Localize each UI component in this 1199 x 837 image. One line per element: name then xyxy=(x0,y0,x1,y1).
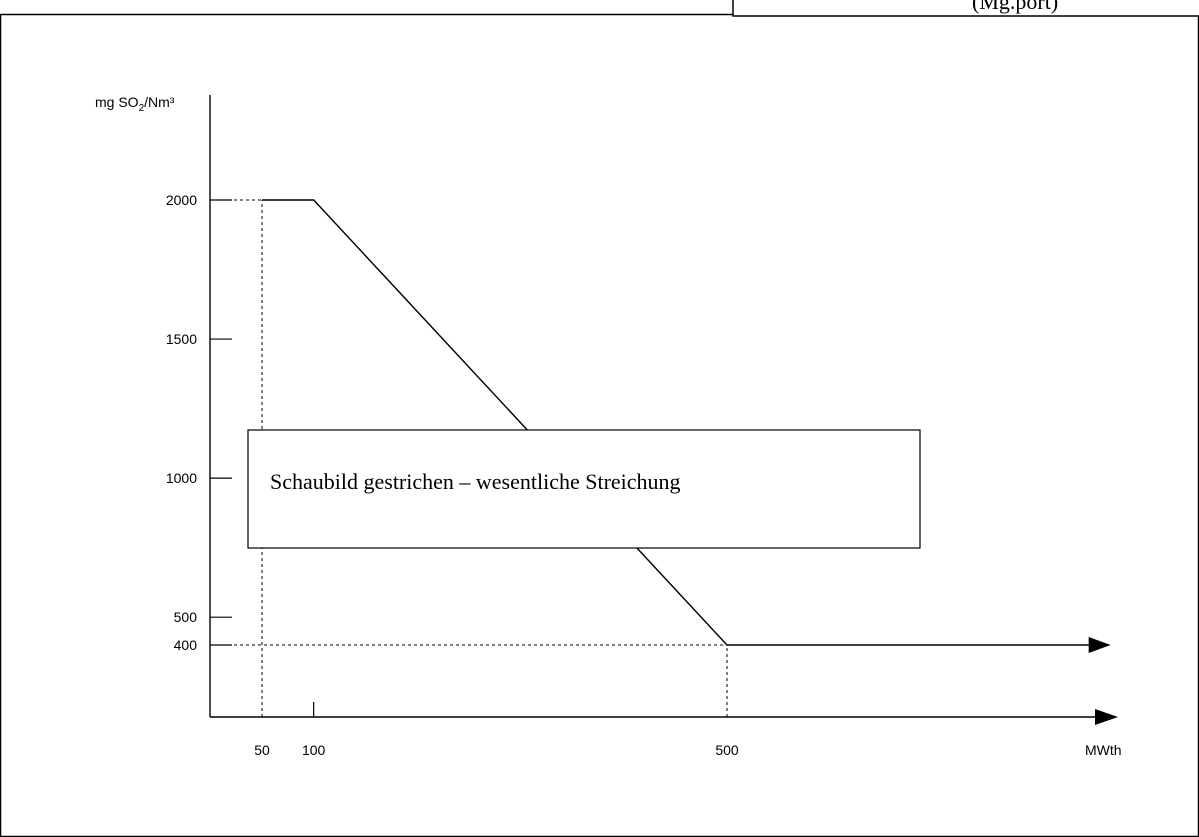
y-tick-label-1000: 1000 xyxy=(166,470,197,486)
y-tick-label-500: 500 xyxy=(174,609,198,625)
series-group xyxy=(261,199,1111,653)
page-frame xyxy=(0,13,1199,837)
x-tick-label-100: 100 xyxy=(302,742,326,758)
y-tick-label-400: 400 xyxy=(174,637,198,653)
header-box: (Mg.port) xyxy=(732,0,1199,17)
chart-axes xyxy=(209,95,1118,725)
y-axis-label: mg SO2/Nm³ xyxy=(95,94,175,114)
deletion-notice-text: Schaubild gestrichen – wesentliche Strei… xyxy=(270,469,681,494)
y-tick-label-2000: 2000 xyxy=(166,192,197,208)
x-tick-label-50: 50 xyxy=(254,742,270,758)
deletion-notice-box: Schaubild gestrichen – wesentliche Strei… xyxy=(247,429,921,549)
series-arrowhead xyxy=(1088,637,1111,653)
axis-labels: 400 500 1000 1500 2000 50 100 500 mg SO2/Nm³ MWth xyxy=(95,94,1122,758)
x-axis-arrowhead xyxy=(1095,709,1118,725)
y-tick-label-1500: 1500 xyxy=(166,331,197,347)
x-tick-label-500: 500 xyxy=(715,742,739,758)
header-fragment-text: (Mg.port) xyxy=(972,0,1058,14)
series-line xyxy=(262,199,1089,646)
x-axis-label: MWth xyxy=(1085,742,1122,758)
